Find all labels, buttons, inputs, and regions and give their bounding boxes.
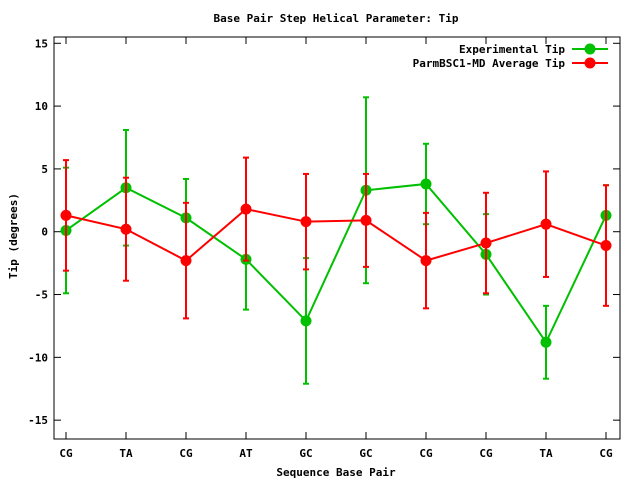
chart-title: Base Pair Step Helical Parameter: Tip — [213, 12, 458, 25]
legend-swatch-point — [584, 43, 596, 55]
y-tick-label: -15 — [28, 414, 48, 427]
legend-label: Experimental Tip — [459, 43, 565, 56]
x-tick-label: CG — [479, 447, 493, 460]
x-tick-label: GC — [359, 447, 372, 460]
x-axis-ticks: CG TA CG AT GC GC CG CG TA CG — [59, 37, 613, 460]
x-tick-label: AT — [239, 447, 253, 460]
data-point — [300, 216, 312, 228]
plot-frame — [53, 36, 621, 440]
data-point — [600, 240, 612, 252]
data-point — [420, 255, 432, 267]
data-point — [300, 315, 312, 327]
y-tick-label: 0 — [41, 226, 48, 239]
y-tick-label: -5 — [35, 289, 48, 302]
data-point — [120, 223, 132, 235]
legend-swatch-point — [584, 57, 596, 69]
x-tick-label: GC — [299, 447, 312, 460]
y-axis-ticks: -15 -10 -5 0 5 10 15 — [28, 37, 620, 427]
x-tick-label: TA — [119, 447, 133, 460]
y-tick-label: 10 — [35, 100, 48, 113]
series-line — [65, 208, 607, 262]
data-point — [480, 237, 492, 249]
x-tick-label: CG — [599, 447, 613, 460]
series-parmbsc1-md-average-tip — [60, 156, 612, 320]
data-point — [420, 178, 432, 190]
x-tick-label: CG — [419, 447, 433, 460]
y-axis-label: Tip (degrees) — [7, 193, 20, 279]
data-point — [180, 255, 192, 267]
data-point — [60, 209, 72, 221]
data-point — [540, 336, 552, 348]
x-tick-label: CG — [179, 447, 193, 460]
series-layer — [60, 96, 612, 385]
series-experimental-tip — [60, 96, 612, 385]
y-tick-label: 15 — [35, 37, 48, 50]
y-tick-label: 5 — [41, 163, 48, 176]
x-tick-label: CG — [59, 447, 73, 460]
legend-label: ParmBSC1-MD Average Tip — [413, 57, 566, 70]
data-point — [360, 214, 372, 226]
data-point — [540, 218, 552, 230]
data-point — [240, 203, 252, 215]
series-line — [65, 182, 607, 345]
x-tick-label: TA — [539, 447, 553, 460]
y-tick-label: -10 — [28, 351, 48, 364]
x-axis-label: Sequence Base Pair — [276, 466, 396, 479]
